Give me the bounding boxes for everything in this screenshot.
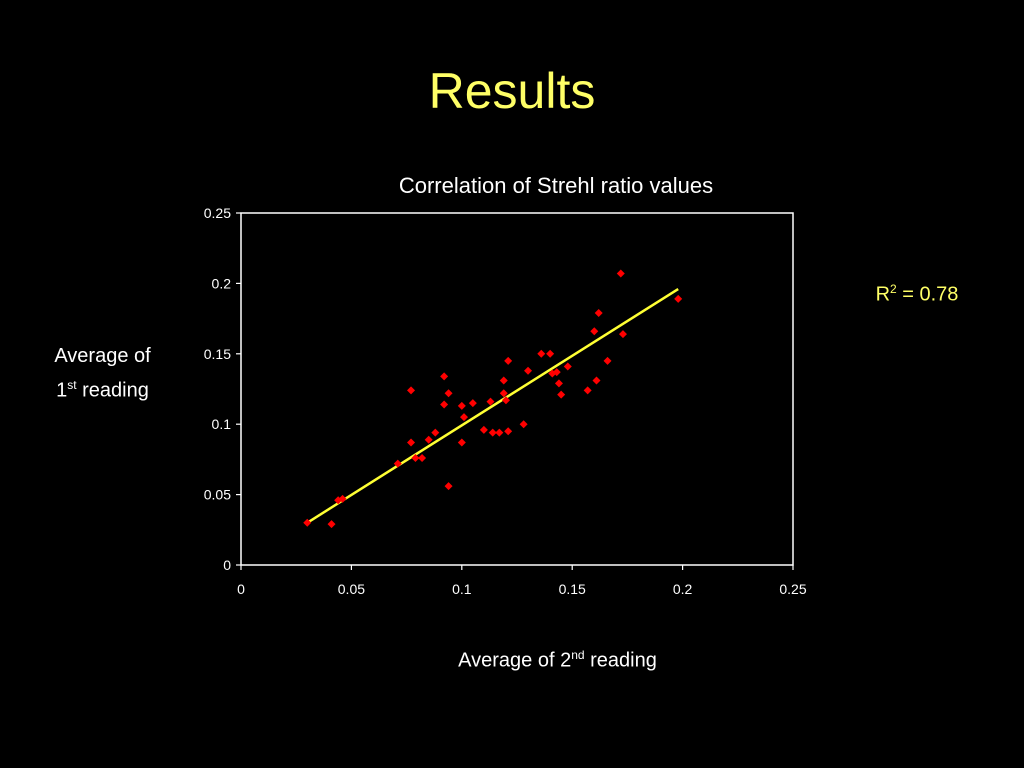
x-axis-label-suffix: reading [584, 649, 657, 672]
data-point [519, 420, 528, 429]
data-point [499, 389, 508, 398]
trendline [306, 287, 679, 524]
data-point [424, 435, 433, 444]
data-point [552, 368, 561, 377]
data-point [338, 494, 347, 503]
trendline-layer [306, 287, 679, 524]
y-tick-label: 0.05 [204, 487, 231, 503]
x-axis-label: Average of 2nd reading [380, 648, 735, 673]
data-point [537, 349, 546, 358]
y-tick-label: 0.1 [212, 416, 232, 432]
r2-suffix: = 0.78 [896, 283, 959, 306]
data-point [440, 372, 449, 381]
x-tick-label: 0 [237, 581, 245, 597]
data-point [479, 425, 488, 434]
x-axis-label-sup: nd [571, 648, 585, 662]
y-tick-label: 0.2 [212, 275, 232, 291]
data-point [468, 399, 477, 408]
plot-area-frame [240, 212, 794, 566]
data-point [590, 327, 599, 336]
data-point [488, 428, 497, 437]
r2-prefix: R [875, 283, 891, 306]
points-layer [303, 269, 683, 529]
x-tick-label: 0.2 [673, 581, 693, 597]
data-point [407, 438, 416, 447]
data-point [504, 356, 513, 365]
data-point [603, 356, 612, 365]
x-tick-label: 0.15 [559, 581, 586, 597]
x-axis-label-prefix: Average of 2 [458, 649, 572, 672]
y-axis-label-line1: Average of [54, 345, 151, 367]
data-point [616, 269, 625, 278]
data-point [444, 389, 453, 398]
data-point [457, 438, 466, 447]
data-point [524, 366, 533, 375]
x-tick-label: 0.05 [338, 581, 365, 597]
r-squared-annotation: R2 = 0.78 [852, 282, 982, 307]
data-point [431, 428, 440, 437]
data-point [594, 308, 603, 317]
slide-title: Results [428, 63, 596, 119]
data-point [554, 379, 563, 388]
data-point [393, 459, 402, 468]
x-tick-label: 0.1 [452, 581, 472, 597]
data-point [499, 376, 508, 385]
x-tick-label: 0.25 [779, 581, 806, 597]
chart-title: Correlation of Strehl ratio values [398, 173, 714, 198]
y-axis-label-sup: st [67, 378, 77, 392]
data-point [418, 453, 427, 462]
y-tick-label: 0 [223, 557, 231, 573]
data-point [486, 397, 495, 406]
r2-sup: 2 [890, 282, 897, 296]
data-point [563, 362, 572, 371]
data-point [411, 453, 420, 462]
data-point [504, 427, 513, 436]
data-point [501, 396, 510, 405]
data-point [407, 386, 416, 395]
y-axis-label: Average of 1st reading [30, 342, 175, 406]
data-point [444, 482, 453, 491]
data-point [495, 428, 504, 437]
data-point [583, 386, 592, 395]
data-point [557, 390, 566, 399]
data-point [460, 413, 469, 422]
data-point [618, 330, 627, 339]
data-point [457, 401, 466, 410]
data-point [592, 376, 601, 385]
data-point [546, 349, 555, 358]
y-tick-label: 0.25 [204, 205, 231, 221]
y-axis-label-prefix: 1 [56, 379, 68, 402]
axes-layer: 0 0.05 0.1 0.15 0.2 0.25 0 0.05 0.1 0.15 0.2 0.25 [204, 205, 807, 597]
data-point [674, 294, 683, 303]
y-axis-label-suffix: reading [76, 379, 149, 402]
data-point [303, 518, 312, 527]
data-point [440, 400, 449, 409]
y-tick-label: 0.15 [204, 346, 231, 362]
data-point [327, 520, 336, 529]
